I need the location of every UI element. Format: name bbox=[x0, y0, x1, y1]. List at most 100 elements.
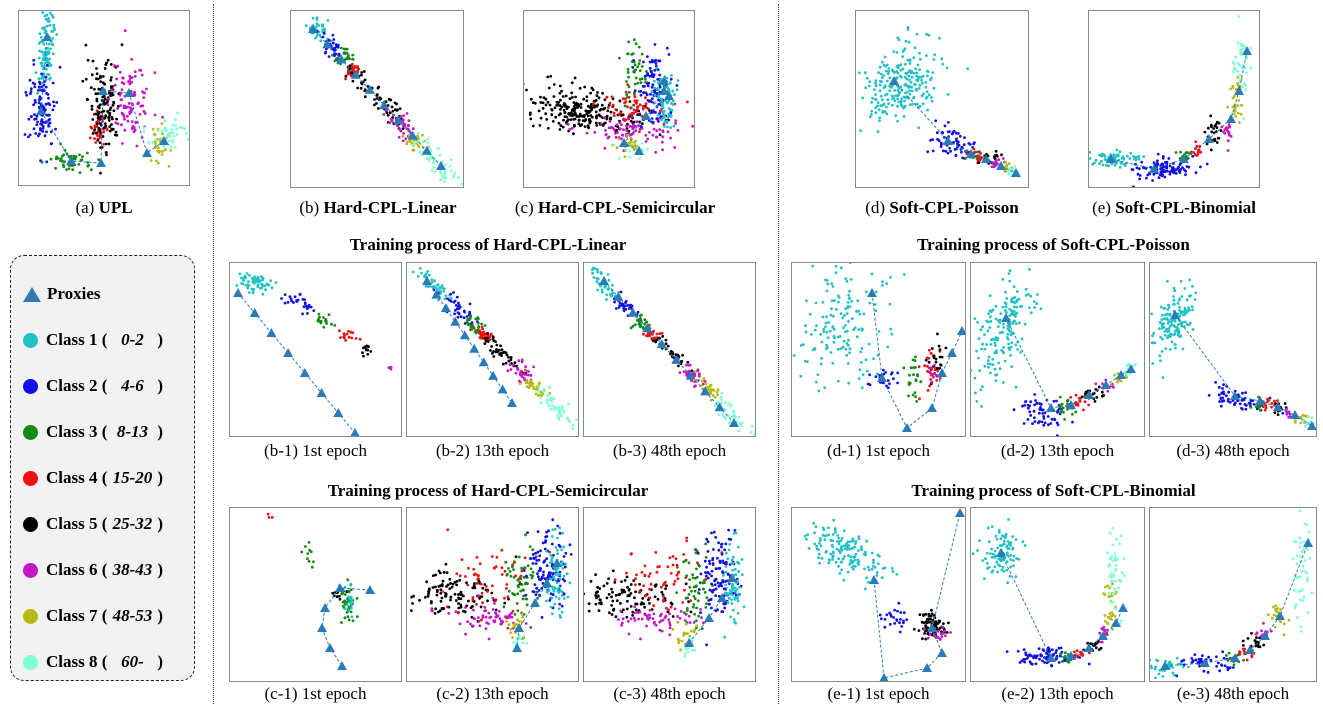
proxy-triangle-icon bbox=[704, 613, 714, 622]
separator-right bbox=[778, 4, 779, 704]
legend-item-close: ) bbox=[157, 330, 164, 349]
circle-icon bbox=[23, 332, 38, 348]
legend-item-class-2: Class 2 (4-6) bbox=[23, 374, 163, 398]
panel-c-hard-cpl-semicircular bbox=[523, 10, 695, 188]
proxy-triangle-icon bbox=[1230, 391, 1240, 400]
proxy-triangle-icon bbox=[283, 348, 294, 357]
legend-item-close: ) bbox=[157, 422, 164, 441]
proxy-triangle-icon bbox=[943, 136, 953, 145]
caption-b3: (b-3) 48th epoch bbox=[612, 441, 727, 460]
proxy-triangle-icon bbox=[1245, 645, 1255, 654]
proxy-triangle-icon bbox=[981, 154, 991, 163]
panel-b1 bbox=[229, 262, 402, 437]
proxy-triangle-icon bbox=[1106, 154, 1116, 163]
legend-item-range: 4-6 bbox=[121, 376, 144, 395]
section-title-b: Training process of Hard-CPL-Linear bbox=[349, 235, 627, 254]
proxy-triangle-icon bbox=[1011, 168, 1021, 177]
proxy-triangle-icon bbox=[1001, 313, 1011, 322]
proxy-triangle-icon bbox=[422, 276, 432, 285]
scatter-b bbox=[304, 16, 463, 186]
proxy-triangle-icon bbox=[507, 398, 517, 407]
proxy-triangle-icon bbox=[877, 373, 887, 382]
proxy-triangle-icon bbox=[379, 100, 390, 110]
panel-e2 bbox=[970, 507, 1145, 682]
legend-item-label: Class 1 ( bbox=[46, 330, 108, 349]
legend-item-close: ) bbox=[157, 514, 164, 533]
proxy-triangle-icon bbox=[1046, 653, 1056, 662]
proxy-triangle-icon bbox=[350, 428, 360, 436]
proxy-triangle-icon bbox=[335, 583, 345, 592]
scatter-b3 bbox=[590, 266, 755, 436]
legend-item-range: 38-43 bbox=[112, 560, 153, 579]
circle-icon bbox=[23, 470, 38, 486]
proxy-triangle-icon bbox=[1260, 631, 1270, 640]
proxy-triangle-icon bbox=[714, 402, 725, 412]
proxy-triangle-icon bbox=[1179, 154, 1189, 163]
legend-item-class-4: Class 4 (15-20) bbox=[23, 466, 163, 490]
proxy-triangle-icon bbox=[1170, 310, 1180, 319]
section-title-e: Training process of Soft-CPL-Binomial bbox=[911, 481, 1196, 500]
scatter-b1 bbox=[233, 272, 393, 436]
proxy-triangle-icon bbox=[1118, 603, 1128, 612]
proxy-triangle-icon bbox=[350, 69, 361, 79]
proxy-triangle-icon bbox=[530, 598, 540, 607]
proxy-triangle-icon bbox=[1255, 396, 1265, 405]
proxy-triangle-icon bbox=[659, 76, 669, 85]
legend-item-class-7: Class 7 (48-53) bbox=[23, 604, 163, 628]
proxy-triangle-icon bbox=[729, 418, 739, 427]
proxy-triangle-icon bbox=[1242, 46, 1252, 55]
proxy-triangle-icon bbox=[1160, 661, 1170, 670]
panel-e1 bbox=[791, 507, 966, 682]
proxy-triangle-icon bbox=[365, 585, 375, 594]
proxy-triangle-icon bbox=[619, 138, 629, 147]
proxy-triangle-icon bbox=[316, 388, 327, 397]
legend-item-label: Class 3 ( bbox=[46, 422, 108, 441]
triangle-icon bbox=[23, 286, 41, 302]
scatter-e3 bbox=[1150, 509, 1314, 680]
proxy-triangle-icon bbox=[322, 39, 333, 49]
caption-c1: (c-1) 1st epoch bbox=[264, 684, 367, 703]
proxy-triangle-icon bbox=[364, 84, 375, 94]
proxy-triangle-icon bbox=[671, 354, 682, 364]
legend-item-range: 48-53 bbox=[112, 606, 153, 625]
circle-icon bbox=[23, 562, 38, 578]
panel-d1 bbox=[791, 262, 966, 437]
proxy-triangle-icon bbox=[488, 370, 499, 380]
caption-d1: (d-1) 1st epoch bbox=[827, 441, 930, 460]
proxy-triangle-icon bbox=[927, 403, 937, 412]
proxy-triangle-icon bbox=[552, 558, 562, 567]
legend-item-close: ) bbox=[157, 468, 164, 487]
legend-item-label: Class 4 ( bbox=[46, 468, 108, 487]
scatter-d3 bbox=[1150, 278, 1316, 430]
panel-e-soft-cpl-binomial bbox=[1088, 10, 1260, 188]
proxy-triangle-icon bbox=[922, 663, 932, 672]
scatter-a bbox=[23, 11, 189, 175]
circle-icon bbox=[23, 424, 38, 440]
proxy-triangle-icon bbox=[233, 288, 243, 297]
circle-icon bbox=[23, 608, 38, 624]
proxy-triangle-icon bbox=[266, 328, 277, 337]
section-title-d: Training process of Soft-CPL-Poisson bbox=[917, 235, 1190, 254]
legend-item-class-3: Class 3 ( 8-13) bbox=[23, 420, 163, 444]
legend-item-class-6: Class 6 (38-43) bbox=[23, 558, 163, 582]
proxy-triangle-icon bbox=[249, 308, 260, 317]
proxy-triangle-icon bbox=[937, 368, 947, 377]
caption-e2: (e-2) 13th epoch bbox=[1001, 684, 1114, 703]
scatter-d1 bbox=[792, 263, 965, 432]
proxy-triangle-icon bbox=[1066, 651, 1076, 660]
caption-d: (d) Soft-CPL-Poisson bbox=[865, 198, 1019, 217]
proxy-triangle-icon bbox=[1307, 421, 1316, 430]
proxy-triangle-icon bbox=[996, 548, 1006, 557]
proxy-triangle-icon bbox=[96, 158, 106, 167]
panel-b2 bbox=[406, 262, 579, 437]
legend-item-close: ) bbox=[157, 652, 164, 671]
proxy-triangle-icon bbox=[1226, 114, 1236, 123]
caption-e1: (e-1) 1st epoch bbox=[827, 684, 930, 703]
legend-proxies-label: Proxies bbox=[47, 284, 101, 303]
proxy-triangle-icon bbox=[142, 148, 152, 157]
legend-item-range: 8-13 bbox=[116, 422, 148, 441]
proxy-triangle-icon bbox=[927, 623, 937, 632]
proxy-triangle-icon bbox=[299, 368, 310, 377]
proxy-triangle-icon bbox=[664, 91, 674, 100]
legend-item-range: 60- bbox=[121, 652, 144, 671]
